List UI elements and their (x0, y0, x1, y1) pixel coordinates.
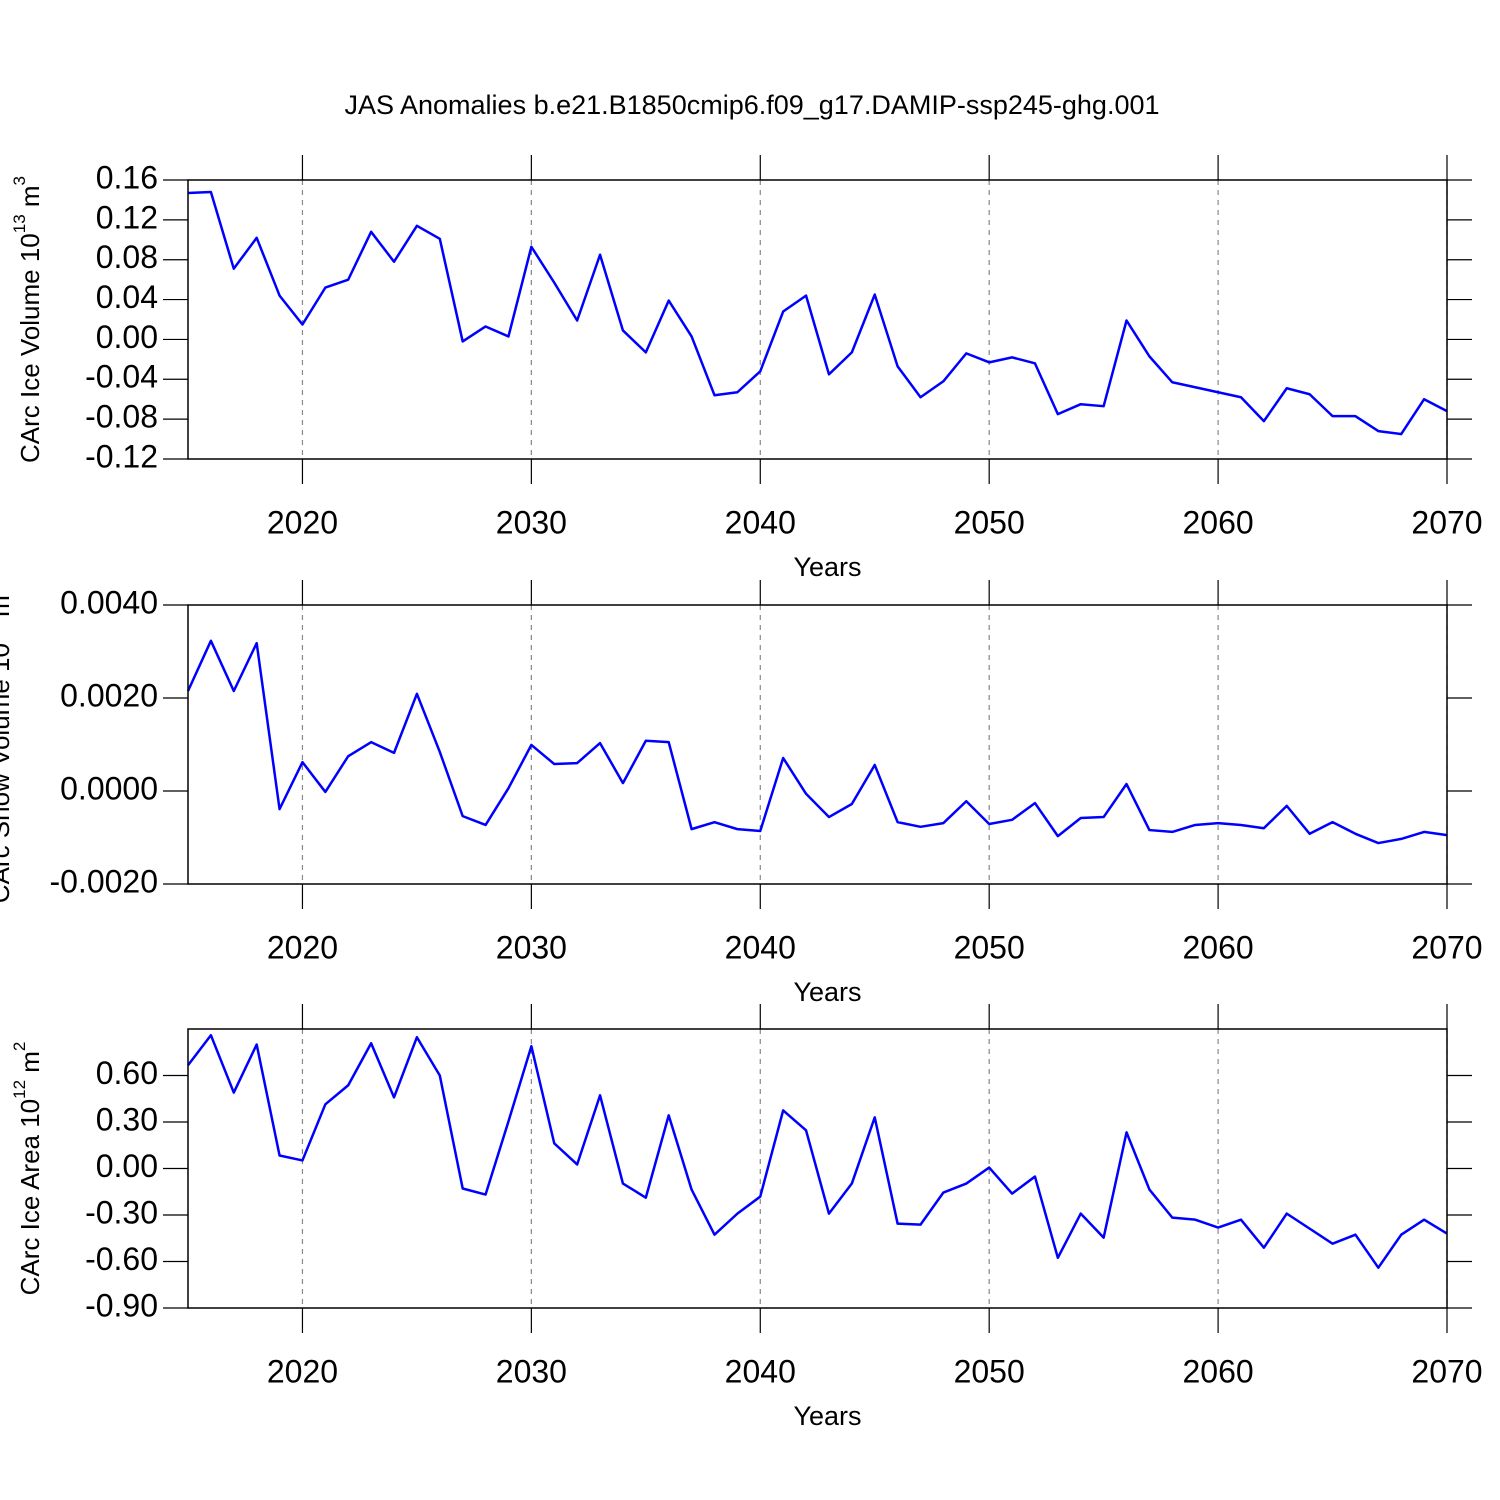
y-tick-label: -0.90 (85, 1287, 158, 1323)
x-tick-label: 2030 (496, 929, 567, 965)
x-tick-label: 2050 (954, 1353, 1025, 1389)
x-tick-label: 2040 (725, 1353, 796, 1389)
y-axis-label-unit-exponent: 2 (10, 1042, 29, 1051)
x-tick-label: 2070 (1411, 929, 1482, 965)
y-tick-label: 0.00 (96, 319, 158, 355)
x-tick-label: 2030 (496, 504, 567, 540)
x-tick-label: 2070 (1411, 504, 1482, 540)
y-tick-label: 0.16 (96, 159, 158, 195)
x-tick-label: 2030 (496, 1353, 567, 1389)
y-tick-label: -0.0020 (49, 863, 158, 899)
x-tick-label: 2060 (1182, 1353, 1253, 1389)
x-tick-label: 2060 (1182, 504, 1253, 540)
y-axis-label-unit: m (15, 185, 45, 214)
y-tick-label: 0.0000 (60, 770, 158, 806)
y-tick-label: -0.04 (85, 359, 158, 395)
data-line (187, 190, 1448, 436)
x-axis-label: Years (793, 552, 861, 582)
y-tick-label: 0.30 (96, 1101, 158, 1137)
x-tick-label: 2050 (954, 929, 1025, 965)
x-tick-label: 2020 (267, 929, 338, 965)
plot-frame (187, 1028, 1448, 1309)
y-axis-label-exponent: 12 (10, 1080, 29, 1099)
y-axis-label: CArc Ice Area 1012 m2 (10, 1042, 44, 1296)
x-tick-label: 2040 (725, 929, 796, 965)
y-axis-label-unit-exponent: 3 (10, 176, 29, 185)
y-tick-label: -0.30 (85, 1194, 158, 1230)
y-axis-label-unit: m (15, 1051, 45, 1080)
x-axis-label: Years (793, 1401, 861, 1431)
y-axis-label-text: CArc Ice Volume 10 (15, 233, 45, 463)
y-tick-label: -0.12 (85, 438, 158, 474)
plot-frame (187, 604, 1448, 885)
x-tick-label: 2060 (1182, 929, 1253, 965)
data-line (186, 639, 1448, 845)
y-tick-label: 0.60 (96, 1055, 158, 1091)
y-tick-label: 0.00 (96, 1148, 158, 1184)
x-tick-label: 2020 (267, 1353, 338, 1389)
y-tick-label: 0.08 (96, 239, 158, 275)
y-tick-label: 0.12 (96, 199, 158, 235)
x-tick-label: 2070 (1411, 1353, 1482, 1389)
y-axis-label-exponent: 13 (10, 214, 29, 233)
x-axis-label: Years (793, 977, 861, 1007)
x-tick-label: 2040 (725, 504, 796, 540)
y-axis-label-text: CArc Ice Area 10 (15, 1099, 45, 1296)
y-tick-label: -0.60 (85, 1241, 158, 1277)
y-tick-label: 0.04 (96, 279, 158, 315)
y-tick-label: -0.08 (85, 399, 158, 435)
data-line (187, 1033, 1448, 1269)
plot-frame (187, 179, 1448, 460)
x-tick-label: 2050 (954, 504, 1025, 540)
y-axis-label-text: CArc Snow Volume 10 (0, 643, 15, 903)
y-tick-label: 0.0020 (60, 677, 158, 713)
y-tick-label: 0.0040 (60, 584, 158, 620)
y-axis-label: CArc Snow Volume 1013 m3 (0, 586, 15, 903)
y-axis-label-unit: m (0, 595, 15, 624)
y-axis-label: CArc Ice Volume 1013 m3 (10, 176, 44, 463)
x-tick-label: 2020 (267, 504, 338, 540)
figure-title: JAS Anomalies b.e21.B1850cmip6.f09_g17.D… (344, 90, 1159, 120)
